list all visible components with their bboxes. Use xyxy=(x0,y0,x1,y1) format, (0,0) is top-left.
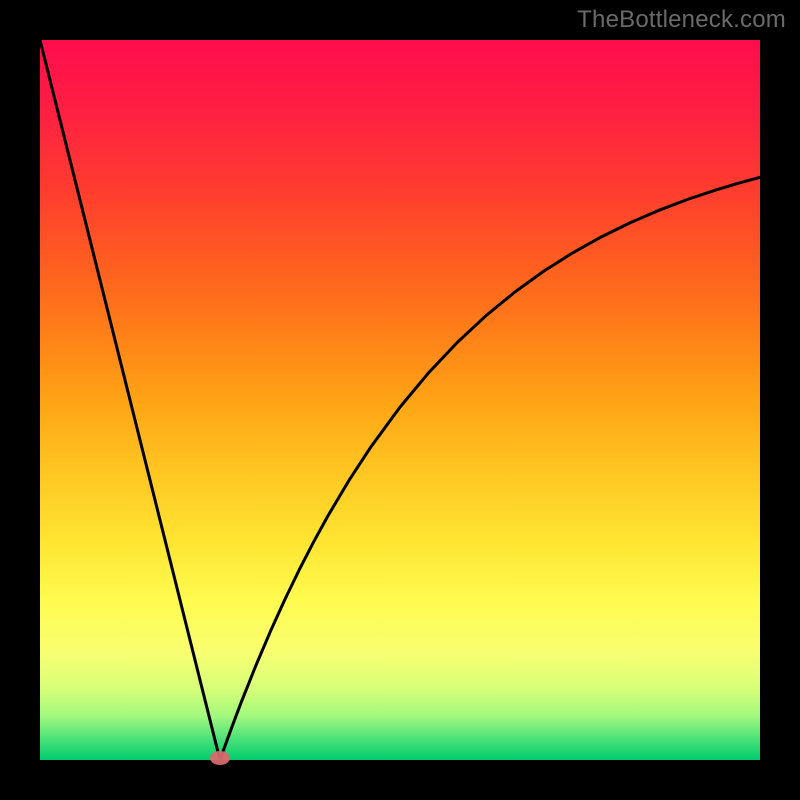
chart-svg xyxy=(0,0,800,800)
minimum-marker xyxy=(210,751,230,765)
watermark-text: TheBottleneck.com xyxy=(577,6,786,34)
bottleneck-chart: TheBottleneck.com xyxy=(0,0,800,800)
plot-background-gradient xyxy=(40,40,760,760)
